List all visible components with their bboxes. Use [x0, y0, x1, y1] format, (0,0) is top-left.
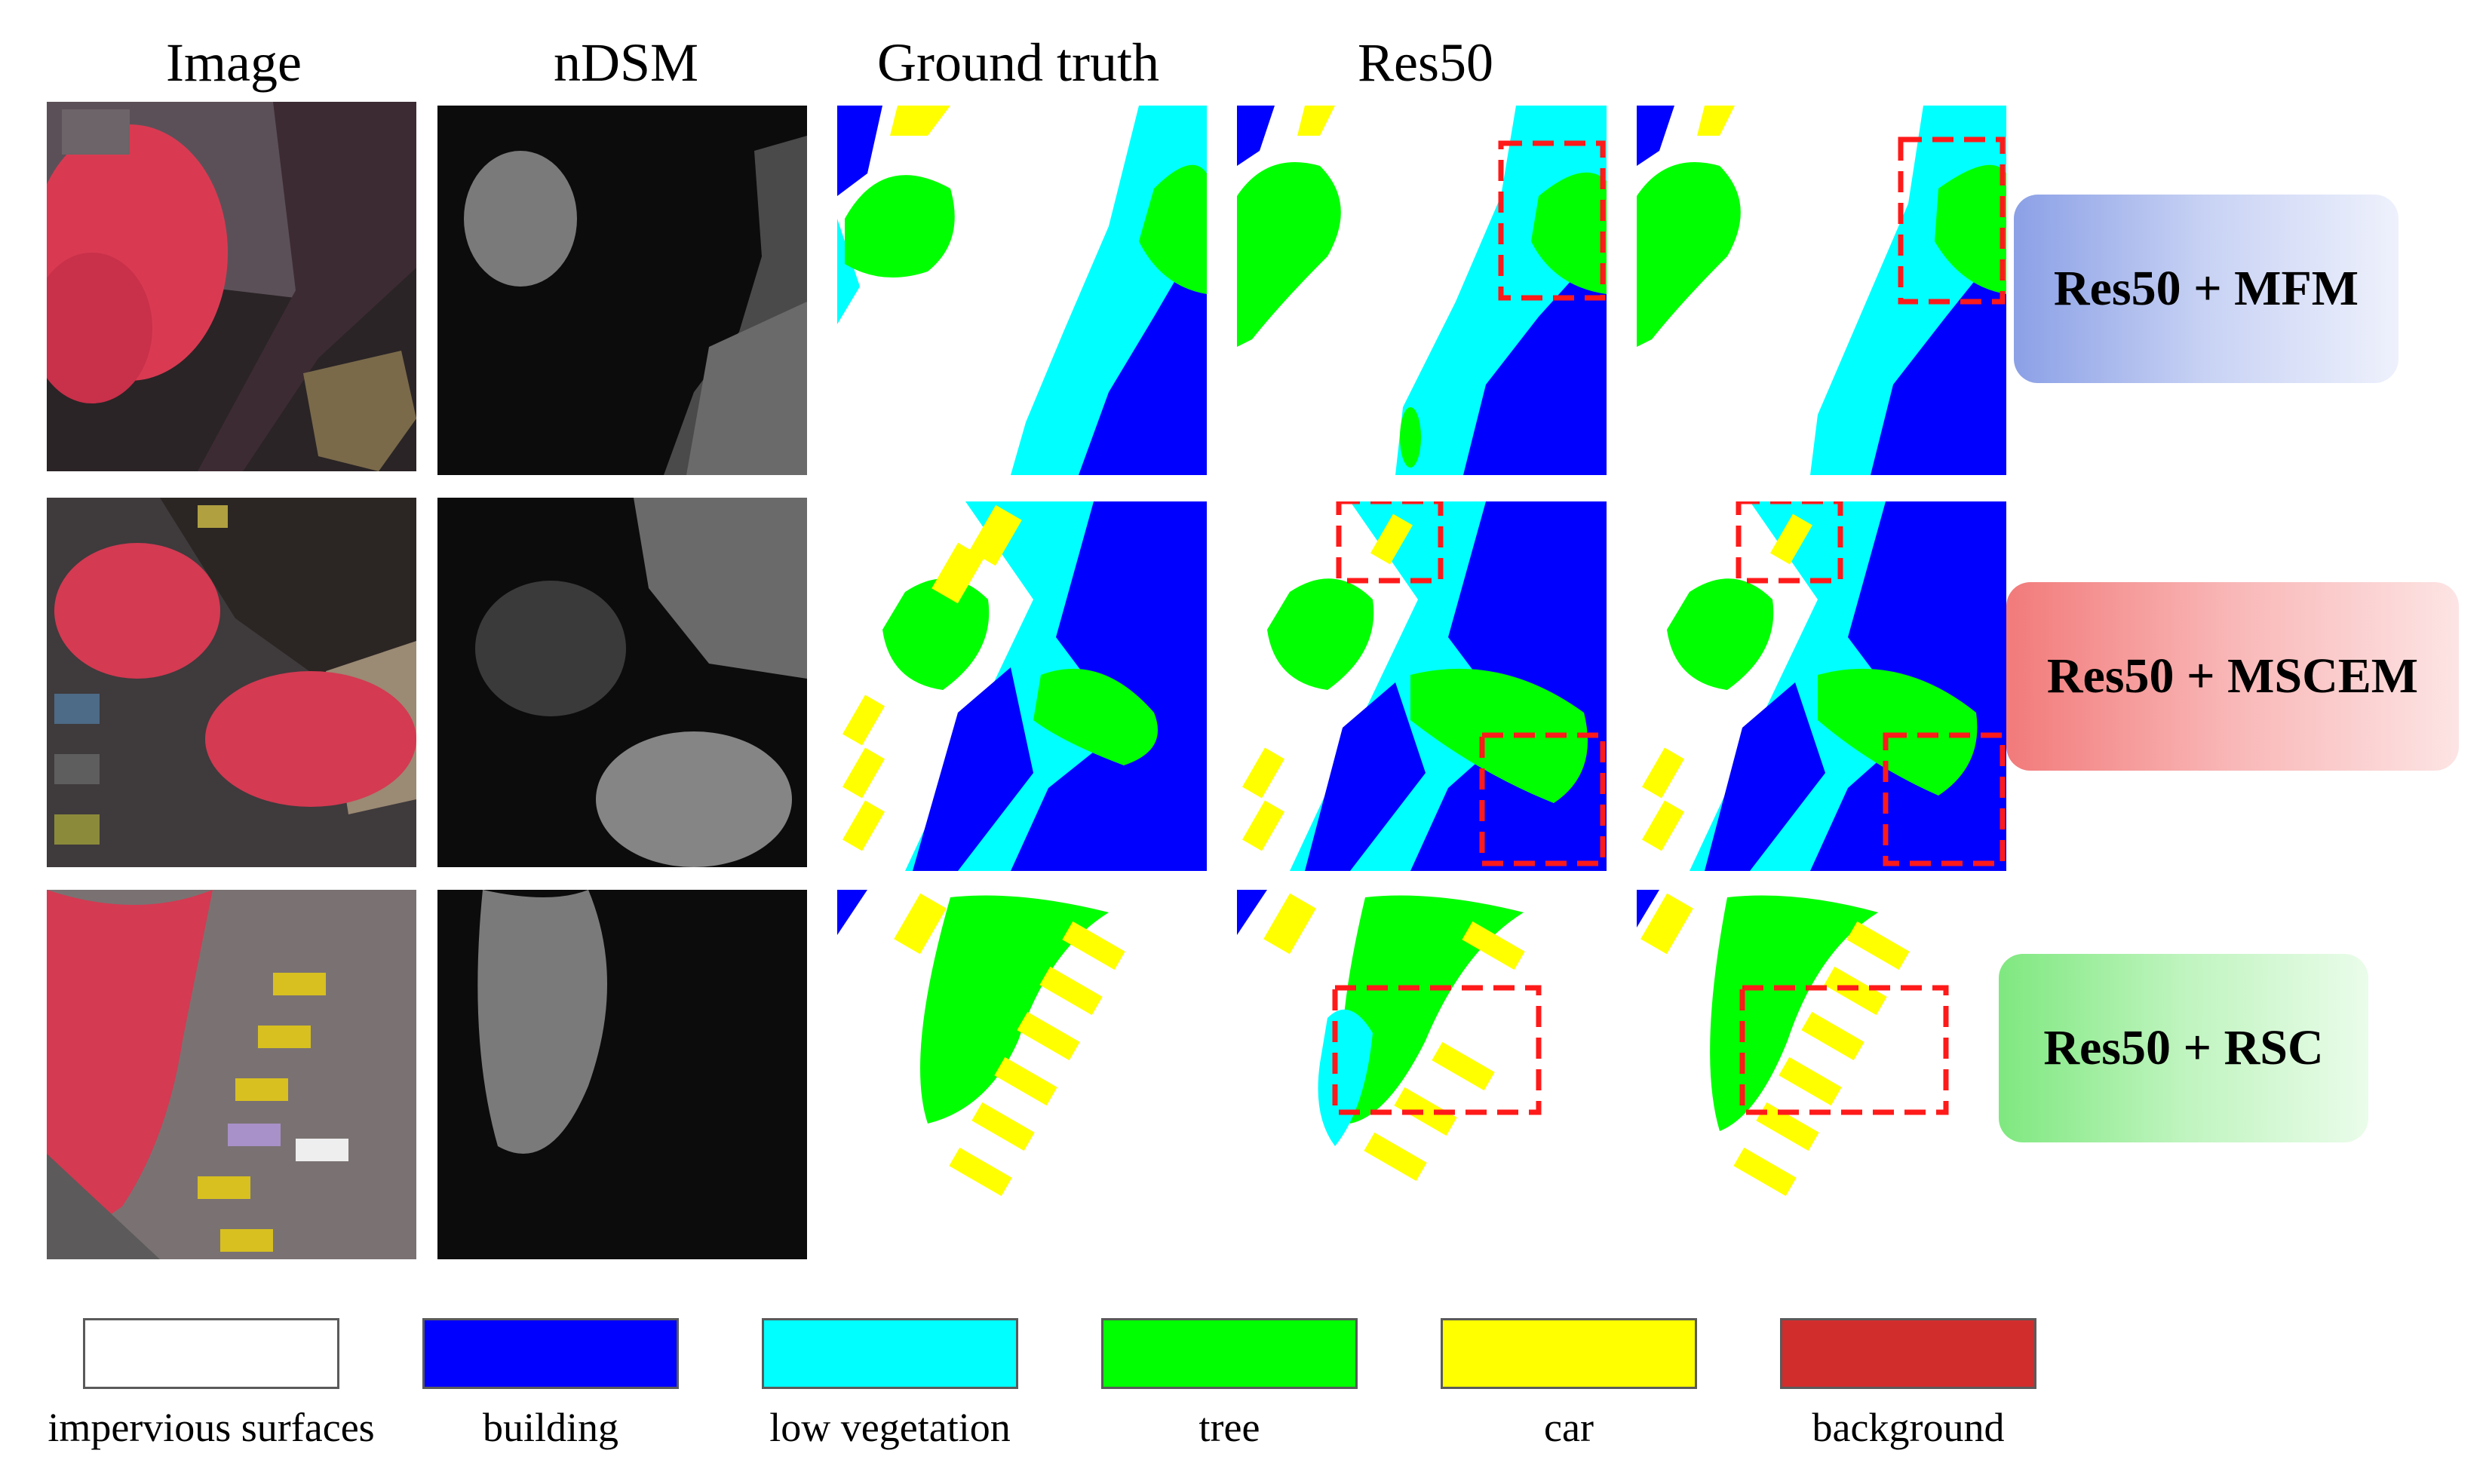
row1-res50	[1237, 106, 1607, 475]
row3-image	[47, 890, 416, 1259]
legend-swatch-background	[1780, 1318, 2036, 1389]
legend-swatch-building	[422, 1318, 679, 1389]
row-label-mfm: Res50 + MFM	[2014, 195, 2399, 383]
legend-swatch-tree	[1101, 1318, 1358, 1389]
legend-label-building: building	[482, 1405, 618, 1450]
row1-ndsm	[437, 106, 807, 475]
legend-label-background: background	[1812, 1405, 2005, 1450]
row2-proposed	[1637, 501, 2006, 871]
row-label-rsc: Res50 + RSC	[1999, 954, 2368, 1142]
header-image: Image	[166, 32, 302, 93]
legend-label-low-vegetation: low vegetation	[769, 1405, 1011, 1450]
row1-image	[47, 102, 416, 471]
row1-ground-truth	[837, 106, 1207, 475]
header-res50: Res50	[1358, 32, 1493, 93]
row3-res50	[1237, 890, 1607, 1259]
legend-label-car: car	[1544, 1405, 1594, 1450]
row3-ground-truth	[837, 890, 1207, 1259]
legend-swatch-low-vegetation	[762, 1318, 1018, 1389]
row3-proposed	[1637, 890, 2006, 1259]
legend-label-tree: tree	[1198, 1405, 1260, 1450]
header-ndsm: nDSM	[553, 32, 699, 93]
legend-swatch-impervious-surfaces	[83, 1318, 339, 1389]
row2-ndsm	[437, 498, 807, 867]
row1-proposed	[1637, 106, 2006, 475]
row2-res50	[1237, 501, 1607, 871]
row2-ground-truth	[837, 501, 1207, 871]
row2-image	[47, 498, 416, 867]
legend-swatch-car	[1441, 1318, 1697, 1389]
row-label-mscem: Res50 + MSCEM	[2006, 582, 2459, 771]
legend-label-impervious-surfaces: impervious surfaces	[48, 1405, 375, 1450]
row3-ndsm	[437, 890, 807, 1259]
header-ground-truth: Ground truth	[877, 32, 1159, 93]
